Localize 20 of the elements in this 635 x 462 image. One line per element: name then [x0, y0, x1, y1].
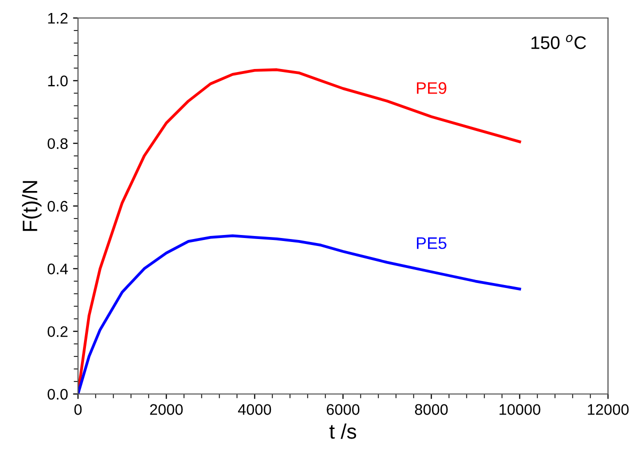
x-tick-label: 2000 — [150, 404, 183, 415]
x-tick-label: 6000 — [326, 404, 360, 415]
x-axis-title: t /s — [329, 424, 356, 439]
y-tick-label: 1.0 — [48, 76, 68, 86]
y-tick-label: 0.8 — [48, 138, 68, 150]
y-tick-label: 0.0 — [48, 388, 68, 400]
x-tick-label: 12000 — [588, 404, 629, 415]
y-tick-label: 0.6 — [48, 200, 68, 212]
y-tick-label: 0.2 — [48, 326, 68, 338]
y-tick-label: 1.2 — [48, 12, 68, 24]
x-tick-label: 4000 — [238, 404, 272, 415]
annotation: 150 $^{o}$C — [531, 34, 586, 50]
series-label: PE9 — [416, 82, 446, 94]
y-tick-label: 0.4 — [48, 264, 68, 274]
line-series — [78, 234, 522, 394]
y-axis-title: F(t)/N — [22, 181, 42, 231]
series-label: PE5 — [416, 237, 446, 250]
x-tick-label: 0 — [74, 404, 82, 415]
x-tick-label: 10000 — [500, 404, 540, 415]
x-tick-label: 8000 — [415, 404, 448, 415]
